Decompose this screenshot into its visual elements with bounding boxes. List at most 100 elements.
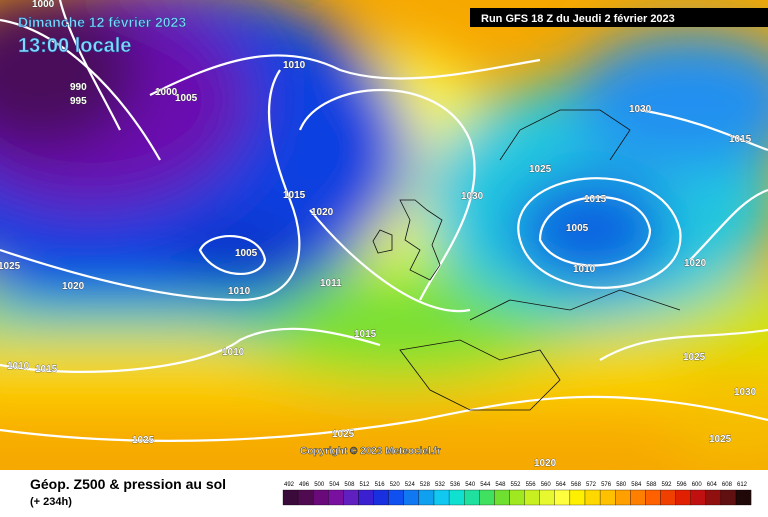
- legend-title: Géop. Z500 & pression au sol: [30, 476, 226, 492]
- isobar-label: 1020: [311, 207, 334, 218]
- scale-label: 584: [631, 482, 642, 488]
- date-text: Dimanche 12 février 2023: [18, 14, 186, 30]
- scale-label: 596: [677, 482, 688, 488]
- scale-label: 536: [450, 482, 461, 488]
- copyright: Copyright © 2023 Meteociel.fr: [300, 446, 441, 457]
- scale-label: 608: [722, 482, 733, 488]
- scale-swatch: [433, 489, 450, 506]
- isobar-label: 1015: [354, 329, 377, 340]
- isobar-label: 1000: [155, 87, 178, 98]
- scale-label: 580: [616, 482, 627, 488]
- isobar-label: 1030: [734, 387, 757, 398]
- map-field: [0, 0, 768, 470]
- scale-swatch: [524, 489, 540, 506]
- scale-swatch: [328, 489, 344, 506]
- scale-label: 516: [375, 482, 386, 488]
- scale-swatch: [615, 489, 631, 506]
- scale-swatch: [660, 489, 676, 506]
- scale-label: 512: [360, 482, 371, 488]
- scale-swatch: [282, 489, 299, 506]
- legend-subtitle: (+ 234h): [30, 496, 72, 508]
- isobar-label: 1010: [573, 264, 596, 275]
- scale-swatch: [418, 489, 435, 506]
- scale-swatch: [630, 489, 646, 506]
- scale-label: 564: [556, 482, 567, 488]
- scale-swatch: [403, 489, 420, 506]
- scale-swatch: [569, 489, 586, 506]
- scale-label: 612: [737, 482, 748, 488]
- scale-swatch: [675, 489, 691, 506]
- scale-swatch: [479, 489, 495, 506]
- isobar-label: 1025: [0, 261, 21, 272]
- isobar-label: 1020: [534, 458, 557, 469]
- scale-swatch: [735, 489, 752, 506]
- scale-label: 556: [526, 482, 537, 488]
- isobar-label: 1005: [566, 223, 589, 234]
- isobar-label: 1030: [629, 104, 652, 115]
- scale-label: 572: [586, 482, 597, 488]
- isobar-label: 1015: [35, 364, 58, 375]
- isobars: [0, 0, 768, 443]
- isobar-label: 1020: [62, 281, 85, 292]
- scale-swatch: [645, 489, 661, 506]
- scale-swatch: [554, 489, 571, 506]
- isobar-label: 1020: [684, 258, 707, 269]
- scale-swatch: [388, 489, 404, 506]
- scale-label: 560: [541, 482, 552, 488]
- scale-label: 588: [646, 482, 657, 488]
- isobar-label: 1025: [709, 434, 732, 445]
- isobar-label: 1010: [7, 361, 30, 372]
- scale-swatch: [539, 489, 555, 506]
- scale-label: 500: [314, 482, 325, 488]
- scale-swatch: [343, 489, 359, 506]
- scale-swatch: [494, 489, 510, 506]
- isobar-label: 1025: [683, 352, 706, 363]
- scale-label: 496: [299, 482, 310, 488]
- scale-swatch: [584, 489, 601, 506]
- isobar-label: 1015: [283, 190, 306, 201]
- scale-label: 504: [329, 482, 340, 488]
- isobar-label: 1025: [529, 164, 552, 175]
- scale-label: 576: [601, 482, 612, 488]
- scale-label: 528: [420, 482, 431, 488]
- color-scale: 492 496 500 504 508 512 516 520 524 528 532 536 540 5…: [282, 482, 752, 506]
- isobar-label: 995: [70, 96, 87, 107]
- isobar-label: 990: [70, 82, 87, 93]
- scale-label: 524: [405, 482, 416, 488]
- isobar-label: 1005: [235, 248, 258, 259]
- scale-label: 532: [435, 482, 446, 488]
- scale-label: 492: [284, 482, 295, 488]
- scale-swatch: [599, 489, 616, 506]
- scale-label: 520: [390, 482, 401, 488]
- scale-label: 544: [480, 482, 491, 488]
- scale-swatch: [705, 489, 722, 506]
- isobar-labels: 1000990995100010051010101510201030102510…: [0, 0, 757, 469]
- isobar-label: 1005: [175, 93, 198, 104]
- isobar-label: 1010: [283, 60, 306, 71]
- isobar-label: 1015: [584, 194, 607, 205]
- run-box: [470, 8, 768, 27]
- scale-label: 548: [495, 482, 506, 488]
- isobar-label: 1000: [32, 0, 55, 10]
- scale-label: 552: [511, 482, 522, 488]
- scale-swatch: [509, 489, 525, 506]
- isobar-label: 1011: [320, 278, 342, 289]
- isobar-label: 1025: [332, 429, 355, 440]
- isobar-label: 1015: [729, 134, 752, 145]
- scale-swatch: [464, 489, 480, 506]
- isobar-label: 1025: [132, 435, 155, 446]
- scale-label: 592: [662, 482, 673, 488]
- scale-label: 568: [571, 482, 582, 488]
- scale-label: 604: [707, 482, 718, 488]
- time-text: 13:00 locale: [18, 35, 131, 57]
- coastlines: [372, 109, 681, 411]
- run-text: Run GFS 18 Z du Jeudi 2 février 2023: [481, 13, 675, 25]
- scale-swatch: [690, 489, 706, 506]
- isobar-label: 1030: [461, 191, 484, 202]
- scale-swatch: [373, 489, 389, 506]
- scale-swatch: [313, 489, 329, 506]
- isobar-label: 1010: [222, 347, 245, 358]
- scale-swatch: [720, 489, 737, 506]
